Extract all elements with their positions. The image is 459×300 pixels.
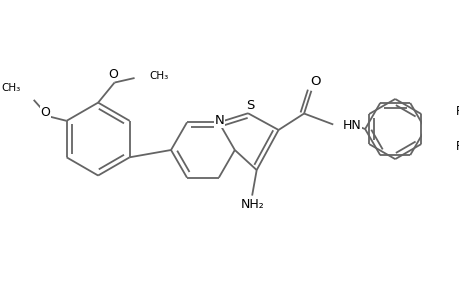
Text: O: O [40, 106, 50, 119]
Text: CH₃: CH₃ [2, 82, 21, 93]
Text: NH₂: NH₂ [240, 198, 263, 211]
Text: O: O [309, 75, 319, 88]
Text: F: F [455, 105, 459, 118]
Text: CH₃: CH₃ [149, 71, 168, 81]
Text: O: O [107, 68, 118, 81]
Text: F: F [455, 140, 459, 153]
Text: N: N [214, 114, 224, 127]
Text: HN: HN [341, 119, 360, 132]
Text: S: S [245, 99, 253, 112]
